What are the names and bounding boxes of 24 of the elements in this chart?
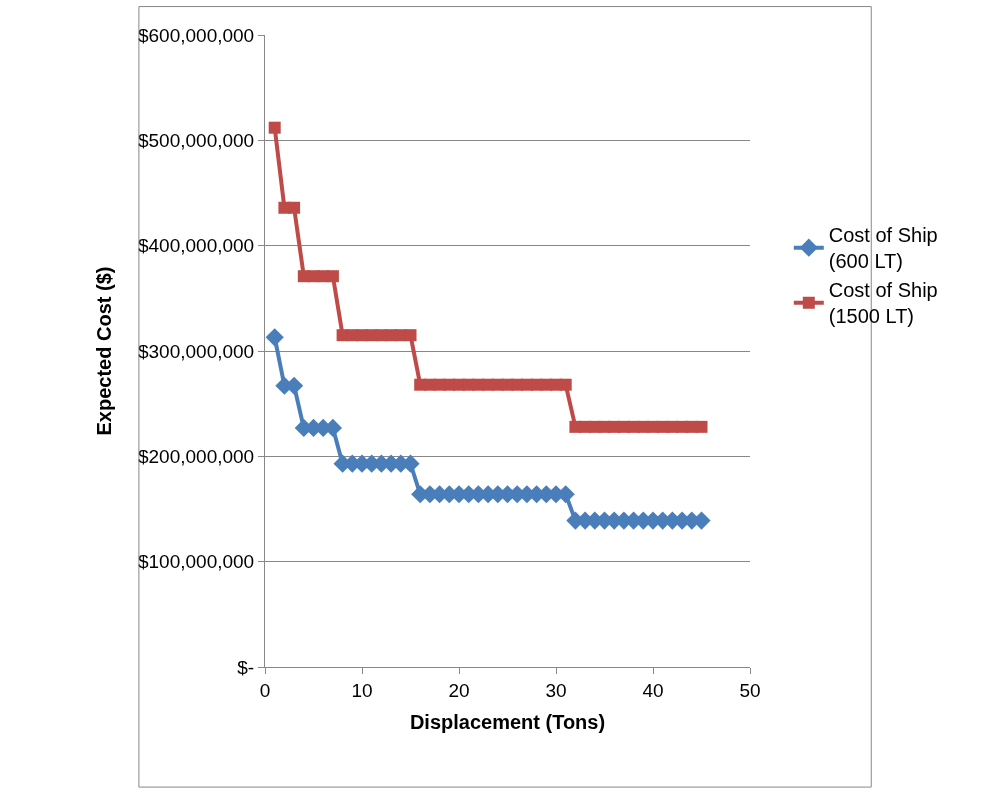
x-tick-label: 30 [545, 679, 567, 701]
x-tick-label: 10 [351, 679, 373, 701]
x-tick-label: 40 [642, 679, 664, 701]
y-tick-label: $600,000,000 [137, 24, 255, 46]
point [265, 328, 284, 347]
y-tick-label: $200,000,000 [137, 445, 255, 467]
y-tick-label: $100,000,000 [137, 551, 255, 573]
x-axis-title: Displacement (Tons) [409, 711, 606, 734]
point [268, 121, 281, 134]
x-tick-label: 50 [739, 679, 761, 701]
legend-label: Cost of Ship (1500 LT) [828, 279, 938, 328]
x-tick-label: 0 [259, 679, 271, 701]
y-tick-label: $400,000,000 [137, 235, 255, 257]
legend-label: Cost of Ship (600 LT) [828, 224, 938, 273]
y-tick-label: $300,000,000 [137, 340, 255, 362]
point [288, 201, 301, 214]
y-axis-title: Expected Cost ($) [93, 266, 116, 436]
point [404, 329, 417, 342]
point [326, 270, 339, 283]
y-tick-label: $- [237, 656, 255, 678]
point [695, 420, 708, 433]
x-tick-label: 20 [448, 679, 470, 701]
y-tick-label: $500,000,000 [137, 129, 255, 151]
point [559, 378, 572, 391]
